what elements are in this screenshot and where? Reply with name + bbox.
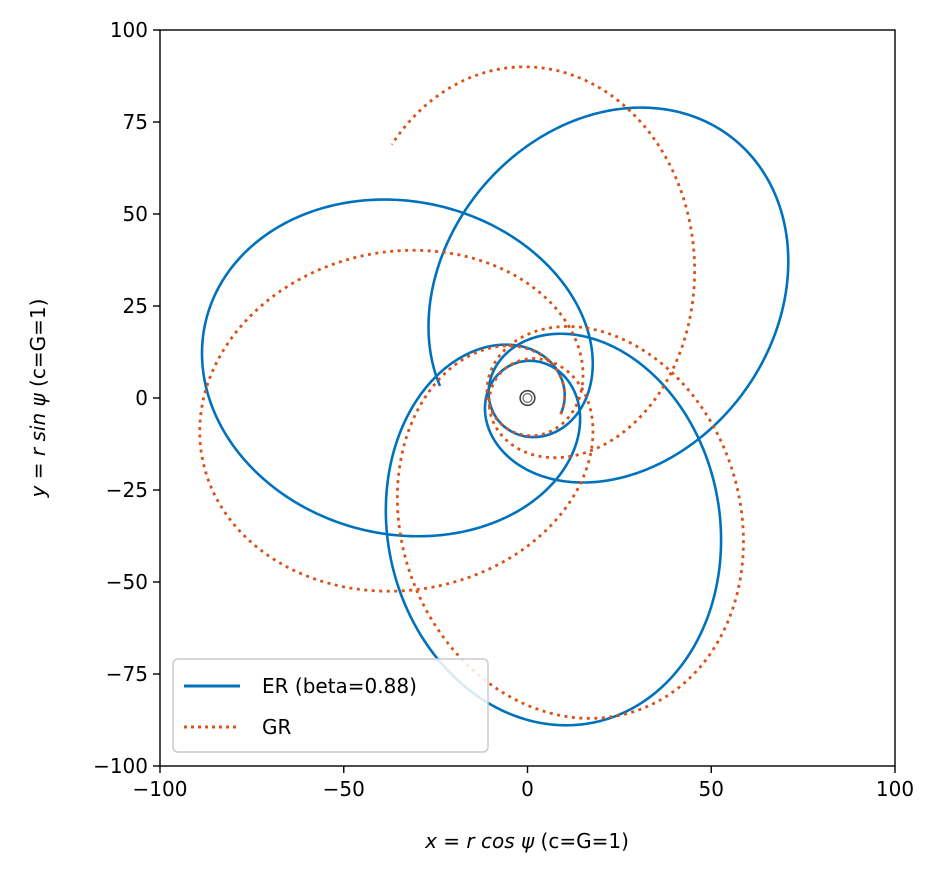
y-tick-label: −25 [106, 478, 148, 502]
series-gr-line [198, 65, 745, 720]
y-tick-label: −75 [106, 662, 148, 686]
y-tick-label: 100 [110, 18, 148, 42]
x-tick-label: 50 [699, 777, 724, 801]
x-axis-label: x = r cos ψ (c=G=1) [424, 829, 629, 853]
central-body [519, 389, 536, 407]
x-axis: −100 −50 0 50 100 [133, 766, 914, 801]
y-axis: −100 −75 −50 −25 0 25 50 75 100 [93, 18, 160, 778]
y-tick-label: 75 [123, 110, 148, 134]
series-er-line [200, 106, 790, 727]
x-tick-label: −100 [133, 777, 188, 801]
y-tick-label: −50 [106, 570, 148, 594]
x-tick-label: 100 [876, 777, 914, 801]
central-body-inner [522, 392, 533, 404]
y-tick-label: −100 [93, 754, 148, 778]
y-axis-label: y = r sin ψ (c=G=1) [26, 299, 50, 499]
y-tick-label: 0 [135, 386, 148, 410]
series-layer [198, 65, 790, 727]
legend-label-er: ER (beta=0.88) [262, 674, 417, 698]
y-tick-label: 50 [123, 202, 148, 226]
legend-label-gr: GR [262, 715, 291, 739]
x-tick-label: −50 [323, 777, 365, 801]
legend-box [172, 658, 489, 753]
legend: ER (beta=0.88) GR [172, 658, 489, 753]
x-tick-label: 0 [521, 777, 534, 801]
y-tick-label: 25 [123, 294, 148, 318]
